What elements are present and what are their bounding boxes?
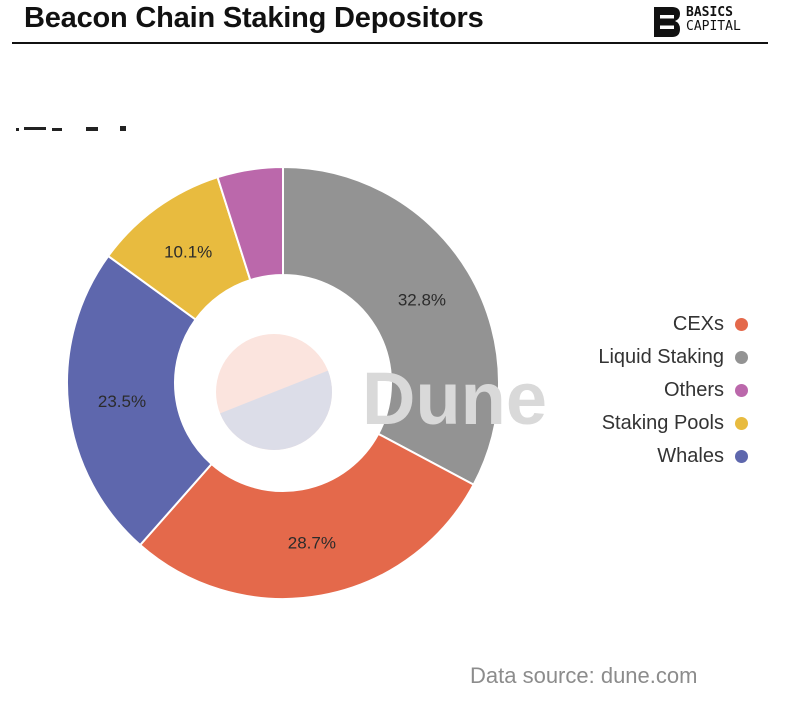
dune-watermark: Dune xyxy=(362,357,547,440)
donut-slices xyxy=(66,165,500,600)
legend-item-cexs[interactable]: CEXs xyxy=(598,308,748,341)
header: Beacon Chain Staking Depositors BASICS C… xyxy=(0,0,786,46)
legend-swatch xyxy=(735,450,748,463)
dune-center-logo-icon xyxy=(216,334,332,450)
slice-whales[interactable] xyxy=(66,254,213,547)
header-divider xyxy=(12,42,768,44)
brand-logo: BASICS CAPITAL xyxy=(652,5,762,39)
legend-label: Staking Pools xyxy=(601,412,724,434)
legend-label: Whales xyxy=(657,445,724,467)
page-title: Beacon Chain Staking Depositors xyxy=(24,2,484,34)
legend-label: Others xyxy=(663,379,724,401)
slice-cexs[interactable] xyxy=(138,432,475,600)
legend-item-whales[interactable]: Whales xyxy=(598,440,748,473)
legend-swatch xyxy=(735,351,748,364)
b-logo-icon xyxy=(654,7,680,37)
legend-item-others[interactable]: Others xyxy=(598,374,748,407)
logo-text: BASICS CAPITAL xyxy=(686,6,741,34)
cropped-text-fragment xyxy=(16,126,126,131)
legend-swatch xyxy=(735,318,748,331)
legend-label: Liquid Staking xyxy=(598,346,724,368)
legend-item-staking-pools[interactable]: Staking Pools xyxy=(598,407,748,440)
slice-others[interactable] xyxy=(216,165,284,282)
chart-legend: CEXs Liquid Staking Others Staking Pools Wha… xyxy=(598,308,748,473)
legend-label: CEXs xyxy=(672,313,724,335)
slice-label-staking-pools: 10.1% xyxy=(164,243,212,262)
slice-labels: 32.8% 28.7% 23.5% 10.1% xyxy=(98,243,446,553)
logo-line-1: BASICS xyxy=(686,5,733,20)
legend-swatch xyxy=(735,384,748,397)
slice-label-liquid-staking: 32.8% xyxy=(398,291,446,310)
slice-label-cexs: 28.7% xyxy=(288,533,336,552)
legend-item-liquid-staking[interactable]: Liquid Staking xyxy=(598,341,748,374)
data-source: Data source: dune.com xyxy=(470,663,698,688)
logo-line-2: CAPITAL xyxy=(686,19,741,34)
slice-liquid-staking[interactable] xyxy=(282,165,500,487)
legend-swatch xyxy=(735,417,748,430)
slice-label-whales: 23.5% xyxy=(98,392,146,411)
